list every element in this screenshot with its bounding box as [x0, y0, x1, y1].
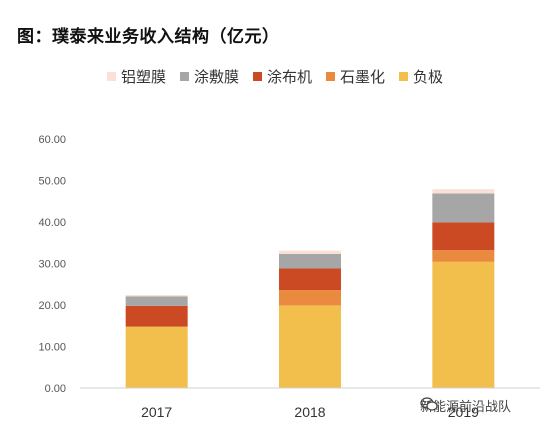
bar-segment — [432, 261, 495, 388]
legend-item: 铝塑膜 — [106, 66, 166, 87]
bar-series — [125, 189, 495, 388]
watermark-text: 新能源前沿战队 — [420, 400, 512, 415]
bar-segment — [432, 250, 495, 262]
bar-segment — [279, 290, 341, 306]
chart-title: 图：璞泰来业务收入结构（亿元） — [17, 27, 280, 47]
bar-segment — [279, 253, 341, 269]
bar-segment — [279, 268, 341, 291]
y-tick-label: 10.00 — [38, 342, 66, 354]
chart-legend: 铝塑膜 涂敷膜 涂布机 石墨化 负极 — [0, 66, 550, 87]
bar-segment — [125, 295, 188, 297]
y-tick-label: 0.00 — [45, 383, 66, 395]
legend-swatch — [106, 72, 116, 81]
wechat-icon — [420, 397, 438, 411]
bar-segment — [432, 222, 495, 251]
legend-label: 涂布机 — [266, 68, 312, 86]
legend-item: 涂敷膜 — [179, 66, 239, 87]
bar-segment — [432, 189, 495, 194]
y-axis: 0.00 10.00 20.00 30.00 40.00 50.00 60.00 — [38, 134, 66, 395]
y-tick-label: 30.00 — [38, 259, 66, 271]
y-tick-label: 20.00 — [38, 300, 66, 312]
legend-swatch — [179, 72, 189, 81]
bar-segment — [432, 193, 495, 223]
x-tick-label: 2018 — [294, 404, 325, 420]
legend-swatch — [252, 72, 262, 81]
bar-segment — [125, 326, 188, 388]
legend-label: 负极 — [413, 68, 444, 86]
legend-label: 石墨化 — [340, 68, 386, 86]
legend-swatch — [326, 72, 335, 81]
legend-label: 涂敷膜 — [193, 68, 239, 86]
x-axis: 2017 2018 2019 — [141, 404, 479, 420]
watermark: 新能源前沿战队 — [420, 396, 511, 415]
x-tick-label: 2019 — [448, 404, 479, 420]
legend-swatch — [399, 72, 409, 81]
y-tick-label: 60.00 — [38, 134, 66, 146]
legend-item: 石墨化 — [326, 66, 385, 87]
y-tick-label: 50.00 — [38, 176, 66, 188]
bar-segment — [125, 305, 188, 327]
y-tick-label: 40.00 — [38, 217, 66, 229]
legend-item: 涂布机 — [252, 66, 312, 87]
bar-segment — [279, 305, 341, 388]
legend-label: 铝塑膜 — [120, 68, 166, 86]
bar-segment — [279, 250, 341, 254]
legend-item: 负极 — [399, 66, 443, 87]
x-tick-label: 2017 — [141, 404, 172, 420]
bar-segment — [125, 296, 188, 306]
